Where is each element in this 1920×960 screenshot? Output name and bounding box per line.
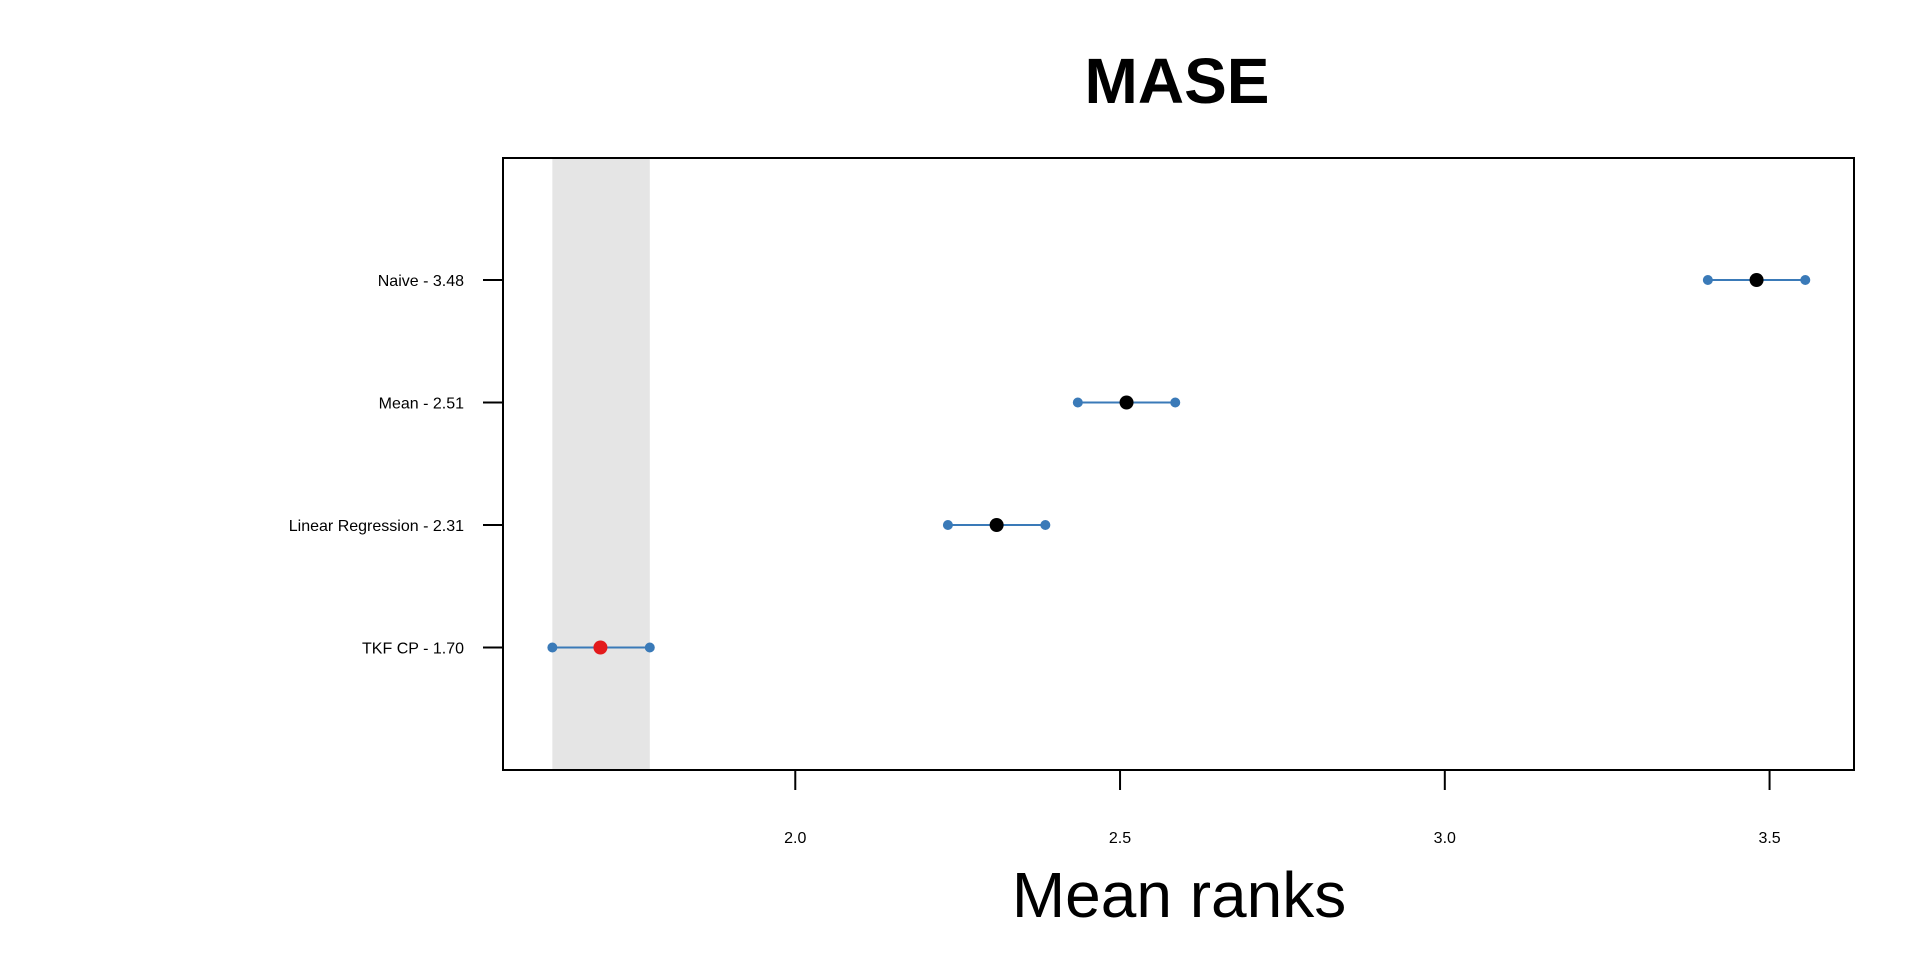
x-axis: 2.0 2.5 3.0 3.5: [784, 770, 1781, 847]
x-tick-label: 3.5: [1758, 830, 1780, 847]
x-axis-label: Mean ranks: [1012, 859, 1346, 931]
best-mean-rank-point: [593, 640, 608, 655]
interval-upper-point: [1800, 275, 1811, 285]
interval-lower-point: [1072, 397, 1083, 408]
x-tick-label: 2.0: [784, 830, 806, 847]
chart-title: MASE: [1085, 45, 1270, 117]
x-tick-label: 3.0: [1434, 830, 1456, 847]
mean-rank-point: [1749, 273, 1764, 287]
highlight-band: [552, 159, 650, 769]
plot-frame: [502, 157, 1855, 771]
y-tick-label: TKF CP - 1.70: [362, 641, 464, 658]
interval-lower-point: [547, 642, 558, 653]
interval-lower-point: [1702, 275, 1713, 285]
y-axis: Naive - 3.48 Mean - 2.51 Linear Regression…: [289, 273, 503, 658]
mean-rank-point: [1119, 395, 1134, 410]
x-tick-label: 2.5: [1109, 830, 1131, 847]
highlight-band-layer: [552, 159, 650, 769]
interval-upper-point: [1040, 520, 1051, 530]
interval-lower-point: [942, 520, 953, 530]
y-tick-label: Linear Regression - 2.31: [289, 518, 464, 535]
interval-upper-point: [1170, 397, 1181, 408]
y-tick-label: Naive - 3.48: [378, 273, 464, 290]
series-layer: [547, 273, 1811, 655]
mean-rank-point: [989, 518, 1004, 532]
y-tick-label: Mean - 2.51: [379, 396, 464, 413]
interval-upper-point: [644, 642, 655, 653]
